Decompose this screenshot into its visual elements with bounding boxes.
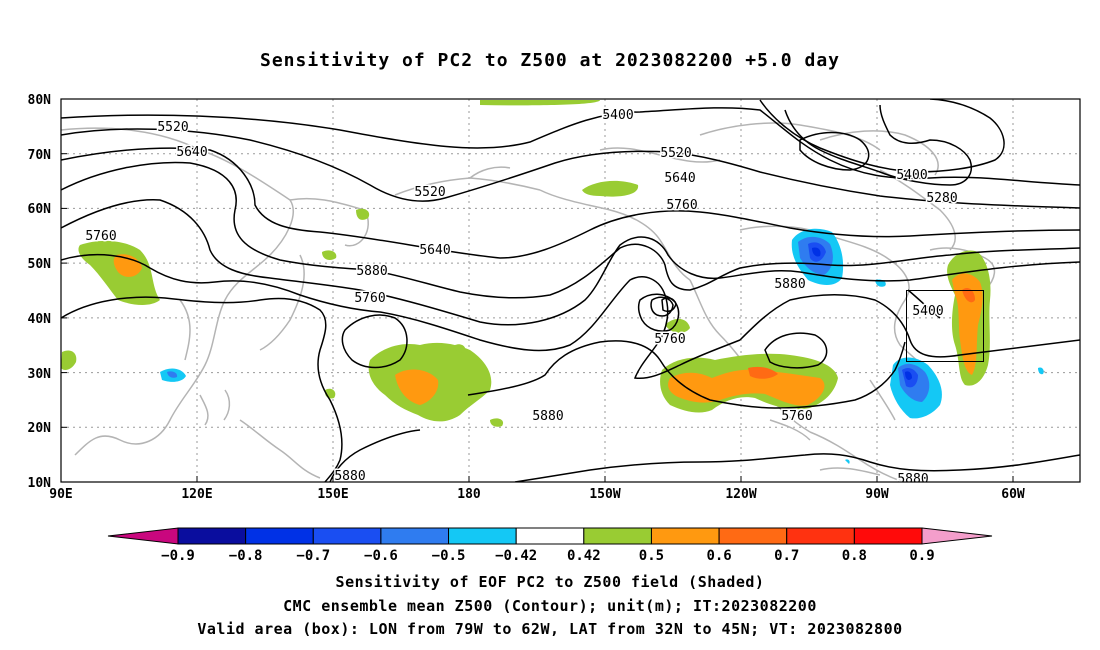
y-tick-label: 70N bbox=[28, 148, 52, 163]
caption-shading: Sensitivity of EOF PC2 to Z500 field (Sh… bbox=[335, 573, 765, 591]
x-tick-label: 120W bbox=[725, 487, 756, 502]
x-tick-label: 150W bbox=[589, 487, 620, 502]
colorbar-tick-label: −0.5 bbox=[432, 548, 466, 564]
colorbar-bin bbox=[650, 527, 720, 545]
gridlines bbox=[61, 99, 1080, 482]
colorbar-tick-label: 0.9 bbox=[909, 548, 934, 564]
x-tick-label: 60W bbox=[1001, 487, 1025, 502]
contour-label: 5880 bbox=[897, 472, 928, 487]
colorbar-max-extension bbox=[921, 527, 993, 545]
y-tick-label: 30N bbox=[28, 367, 52, 382]
colorbar-tick-label: 0.8 bbox=[842, 548, 867, 564]
contour-label: 5880 bbox=[356, 264, 387, 279]
plot-frame bbox=[60, 98, 1081, 483]
x-tick-label: 180 bbox=[457, 487, 481, 502]
colorbar-min-extension bbox=[107, 527, 179, 545]
y-tick-label: 40N bbox=[28, 312, 52, 327]
contour-label: 5640 bbox=[176, 145, 207, 160]
contour-label: 5760 bbox=[354, 291, 385, 306]
y-tick-label: 50N bbox=[28, 257, 52, 272]
colorbar-tick-label: −0.8 bbox=[229, 548, 263, 564]
contour-label: 5880 bbox=[774, 277, 805, 292]
colorbar-tick-label: −0.42 bbox=[495, 548, 537, 564]
contour-label: 5520 bbox=[157, 120, 188, 135]
colorbar-tick-label: −0.6 bbox=[364, 548, 398, 564]
contour-label: 5760 bbox=[85, 229, 116, 244]
x-tick-label: 90E bbox=[49, 487, 72, 502]
x-tick-label: 90W bbox=[865, 487, 889, 502]
colorbar-tick-label: −0.9 bbox=[161, 548, 195, 564]
colorbar-bin bbox=[718, 527, 788, 545]
colorbar-tick-label: 0.6 bbox=[706, 548, 731, 564]
y-tick-label: 60N bbox=[28, 202, 52, 217]
colorbar-bin bbox=[583, 527, 652, 545]
contour-label: 5280 bbox=[926, 191, 957, 206]
colorbar-bin bbox=[853, 527, 923, 545]
colorbar-tick-label: 0.7 bbox=[774, 548, 799, 564]
contour-label: 5520 bbox=[660, 146, 691, 161]
colorbar-labels: −0.9 −0.8 −0.7 −0.6 −0.5 −0.42 0.42 0.5 0.6 0.7 0.… bbox=[161, 548, 935, 564]
colorbar-bin bbox=[177, 527, 247, 545]
colorbar-bin bbox=[312, 527, 382, 545]
contour-label: 5760 bbox=[781, 409, 812, 424]
contour-label: 5760 bbox=[654, 332, 685, 347]
x-tick-label: 120E bbox=[181, 487, 212, 502]
valid-area-box bbox=[906, 290, 984, 362]
contour-labels: 5520 5640 5760 5880 5400 5520 5640 5760 5520 5640… bbox=[84, 107, 959, 487]
colorbar-bin bbox=[245, 527, 314, 545]
contour-label: 5640 bbox=[664, 171, 695, 186]
colorbar-tick-label: 0.5 bbox=[639, 548, 664, 564]
contour-label: 5760 bbox=[666, 198, 697, 213]
contour-label: 5400 bbox=[602, 108, 633, 123]
colorbar-bin bbox=[448, 527, 517, 545]
colorbar-tick-label: 0.42 bbox=[567, 548, 601, 564]
colorbar-bin bbox=[380, 527, 450, 545]
contour-label: 5520 bbox=[414, 185, 445, 200]
x-tick-label: 150E bbox=[317, 487, 348, 502]
map-title: Sensitivity of PC2 to Z500 at 2023082200… bbox=[259, 50, 840, 71]
caption-valid-area: Valid area (box): LON from 79W to 62W, L… bbox=[197, 620, 903, 638]
negative-sensitivity-shading bbox=[160, 228, 1044, 464]
colorbar-tick-label: −0.7 bbox=[296, 548, 330, 564]
axis-ticks bbox=[61, 98, 1014, 482]
y-tick-label: 80N bbox=[28, 93, 52, 108]
y-tick-label: 10N bbox=[28, 476, 52, 491]
contour-label: 5880 bbox=[532, 409, 563, 424]
colorbar-bin bbox=[786, 527, 855, 545]
contour-label: 5400 bbox=[896, 168, 927, 183]
colorbar bbox=[107, 527, 993, 545]
contour-label: 5400 bbox=[912, 304, 943, 319]
z500-contours bbox=[61, 99, 1080, 482]
caption-contour: CMC ensemble mean Z500 (Contour); unit(m… bbox=[283, 597, 817, 615]
contour-label: 5640 bbox=[419, 243, 450, 258]
colorbar-bin bbox=[515, 527, 585, 545]
contour-label: 5880 bbox=[334, 469, 365, 484]
y-tick-label: 20N bbox=[28, 421, 52, 436]
